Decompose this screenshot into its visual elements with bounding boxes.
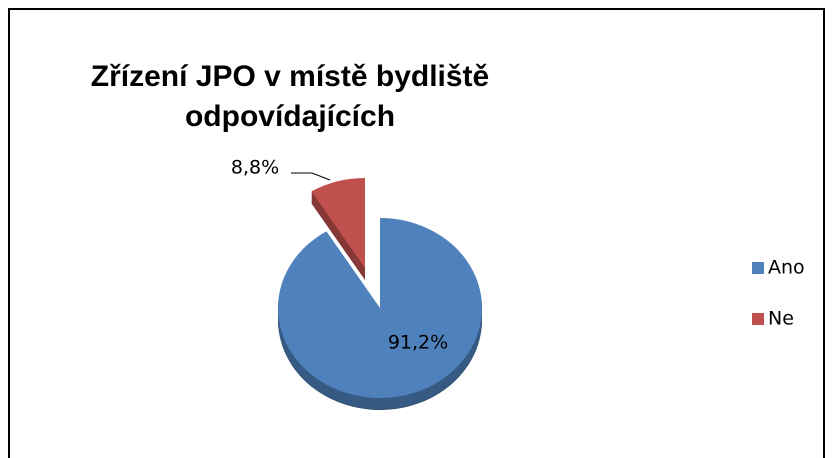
legend-swatch	[752, 313, 764, 325]
chart-title: odpovídajících	[185, 100, 395, 133]
legend-label: Ano	[768, 257, 805, 279]
legend-label: Ne	[768, 308, 794, 330]
pie-slice	[278, 218, 482, 398]
legend-swatch	[752, 262, 764, 274]
data-label: 8,8%	[231, 157, 279, 179]
chart-frame	[8, 8, 825, 458]
chart-title: Zřízení JPO v místě bydliště	[91, 60, 489, 93]
data-label: 91,2%	[388, 332, 448, 354]
leader-line	[291, 172, 331, 181]
pie-slice	[311, 178, 365, 268]
